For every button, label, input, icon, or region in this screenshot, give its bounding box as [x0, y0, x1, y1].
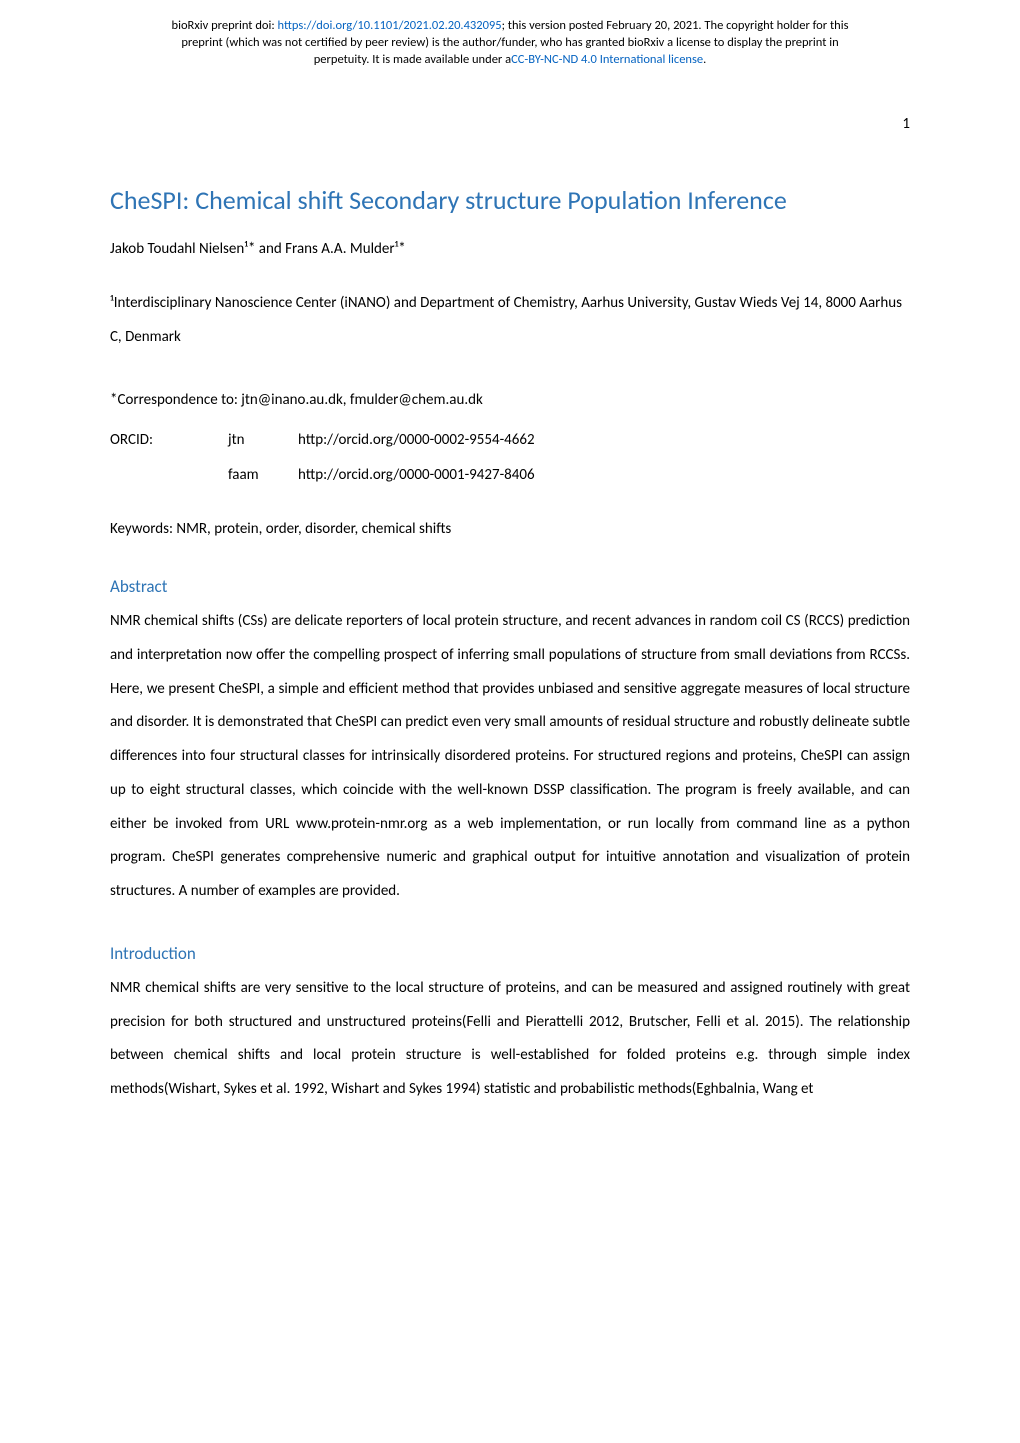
authors: Jakob Toudahl Nielsen¹* and Frans A.A. M…	[110, 240, 910, 258]
header-text-post: ; this version posted February 20, 2021.…	[502, 18, 849, 33]
header-text-pre: bioRxiv preprint doi:	[172, 18, 278, 33]
header-line2: preprint (which was not certified by pee…	[181, 35, 838, 50]
keywords: Keywords: NMR, protein, order, disorder,…	[110, 520, 910, 538]
orcid-label-empty	[110, 458, 228, 493]
orcid-url: http://orcid.org/0000-0001-9427-8406	[298, 458, 535, 493]
introduction-heading: Introduction	[110, 943, 910, 964]
correspondence: *Correspondence to: jtn@inano.au.dk, fmu…	[110, 383, 910, 418]
header-line3-post: .	[703, 52, 706, 67]
orcid-url: http://orcid.org/0000-0002-9554-4662	[298, 423, 535, 458]
article-title: CheSPI: Chemical shift Secondary structu…	[110, 183, 910, 218]
abstract-text: NMR chemical shifts (CSs) are delicate r…	[110, 605, 910, 909]
orcid-initials: faam	[228, 458, 298, 493]
page-body: 1 CheSPI: Chemical shift Secondary struc…	[0, 75, 1020, 1221]
doi-link[interactable]: https://doi.org/10.1101/2021.02.20.43209…	[278, 18, 502, 33]
affiliation: ¹Interdisciplinary Nanoscience Center (i…	[110, 286, 910, 355]
orcid-block: ORCID: jtn http://orcid.org/0000-0002-95…	[110, 423, 910, 492]
header-line3-pre: perpetuity. It is made available under a	[314, 52, 511, 67]
orcid-row: ORCID: jtn http://orcid.org/0000-0002-95…	[110, 423, 910, 458]
page-number: 1	[110, 115, 910, 133]
orcid-label: ORCID:	[110, 423, 228, 458]
abstract-heading: Abstract	[110, 576, 910, 597]
introduction-text: NMR chemical shifts are very sensitive t…	[110, 972, 910, 1107]
license-link[interactable]: CC-BY-NC-ND 4.0 International license	[511, 52, 703, 67]
orcid-row: faam http://orcid.org/0000-0001-9427-840…	[110, 458, 910, 493]
orcid-initials: jtn	[228, 423, 298, 458]
preprint-header: bioRxiv preprint doi: https://doi.org/10…	[0, 0, 1020, 75]
